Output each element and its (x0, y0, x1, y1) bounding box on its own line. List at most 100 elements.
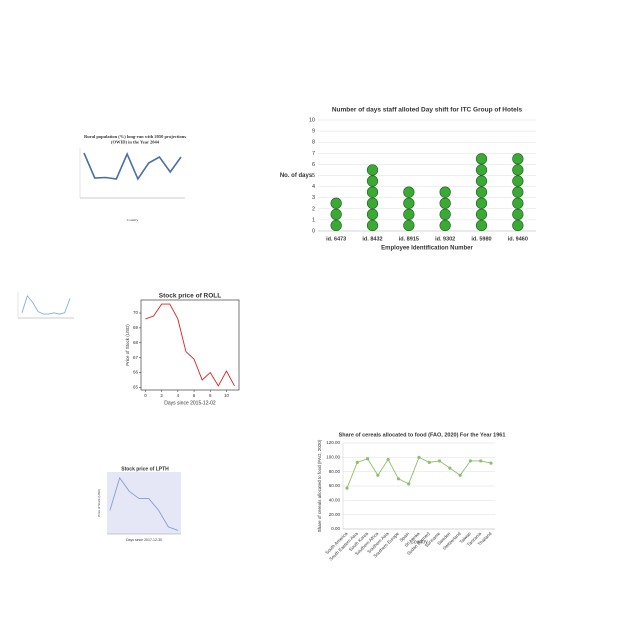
dot (330, 219, 342, 232)
dot (475, 164, 488, 176)
dot-stack (366, 164, 379, 232)
line (83, 151, 182, 181)
dot (475, 219, 488, 232)
dot-stack (512, 153, 524, 232)
chart-panel: Stock price of LPTH Days since 2017-12-30… (97, 466, 181, 542)
y-tick-label: 2 (312, 206, 315, 212)
marker (365, 457, 370, 461)
dot (366, 186, 379, 198)
dot (366, 197, 379, 209)
y-tick-label: 6 (312, 162, 315, 168)
x-tick-label: id. 5980 (471, 236, 491, 242)
dot-stack (403, 186, 415, 232)
y-axis-label: No. of days (280, 173, 313, 179)
x-axis-label: Country (410, 539, 428, 545)
y-tick-label: 40.00 (329, 498, 341, 503)
marker (396, 477, 401, 481)
dot (439, 208, 451, 220)
dot (512, 197, 524, 209)
marker (468, 459, 473, 463)
y-tick-label: 20.00 (329, 512, 341, 517)
y-tick-label: 66 (133, 370, 139, 375)
line (145, 303, 235, 387)
marker (355, 460, 359, 464)
x-tick-label: id. 8432 (362, 236, 382, 242)
x-axis-label: Days since 2015-12-02 (164, 400, 216, 406)
y-tick-label: 7 (312, 151, 315, 157)
marker (345, 486, 349, 490)
y-tick-label: 65 (133, 385, 139, 390)
chart-panel (17, 292, 74, 319)
dot (403, 219, 415, 232)
dot (330, 197, 342, 209)
y-axis-label: Price of Stock (USD) (97, 489, 101, 517)
plot-frame (140, 299, 240, 391)
dot (512, 186, 524, 198)
y-axis-label: Price of Stock (USD) (125, 324, 130, 366)
chart-title: Stock price of LPTH (121, 466, 169, 472)
dot (512, 153, 524, 165)
y-tick-label: 70 (133, 310, 139, 315)
y-tick-label: 10 (309, 117, 315, 123)
dot (475, 197, 488, 209)
y-tick-label: 68 (133, 340, 139, 345)
chart-title: Number of days staff alloted Day shift f… (332, 107, 523, 114)
x-axis-label: Days since 2017-12-30 (126, 538, 162, 542)
x-tick-label: 4 (177, 393, 180, 398)
line (21, 294, 71, 315)
dot (366, 219, 379, 232)
dot (512, 219, 524, 232)
y-tick-label: 69 (133, 325, 139, 330)
dot (366, 164, 379, 176)
x-tick-label: id. 9460 (508, 236, 528, 242)
marker (489, 461, 493, 465)
y-tick-label: 3 (312, 195, 315, 201)
x-tick-label: 0 (144, 393, 147, 398)
line (109, 476, 179, 531)
chart-panel: 0.0020.0040.0060.0080.00100.00120.00Sout… (317, 432, 505, 561)
dot-stack (475, 153, 488, 232)
x-tick-label: id. 8915 (399, 236, 419, 242)
dot (512, 175, 524, 187)
marker (448, 466, 452, 470)
dot (403, 197, 415, 209)
dot (475, 186, 488, 198)
marker (417, 455, 421, 459)
dot-stack (330, 197, 342, 232)
dot (512, 164, 524, 176)
y-axis-label: Share of cereals allocated to food (FAO,… (317, 439, 322, 532)
marker (376, 473, 380, 477)
marker (386, 457, 390, 462)
x-tick-label: id. 6473 (326, 236, 346, 242)
dot (439, 186, 451, 198)
marker (427, 460, 431, 464)
chart-title: Stock price of ROLL (159, 293, 222, 300)
dot (366, 175, 379, 187)
dot (475, 208, 488, 220)
x-tick-label: 8 (209, 393, 212, 398)
dot (439, 197, 451, 209)
marker (479, 459, 483, 463)
y-tick-label: 8 (312, 140, 315, 146)
y-tick-label: 4 (312, 184, 315, 190)
x-tick-label: 6 (193, 393, 196, 398)
dot (403, 186, 415, 198)
y-tick-label: 67 (133, 355, 139, 360)
y-tick-label: 100.00 (326, 455, 340, 460)
y-tick-label: 1 (312, 217, 315, 223)
x-tick-label: 10 (224, 393, 230, 398)
plot-background (107, 472, 181, 534)
dot (403, 208, 415, 220)
marker (458, 473, 462, 477)
y-tick-label: 0 (312, 228, 315, 234)
dot (512, 208, 524, 220)
chart-panel: 0 1 2 3 4 5 6 7 8 9 10 id. 6473 id. 8432 id. 8915 id. … (280, 107, 536, 252)
x-tick-label: id. 9302 (435, 236, 455, 242)
y-tick-label: 60.00 (329, 483, 341, 488)
chart-title: Rural population (%) long-run with 2050 … (84, 134, 186, 144)
y-tick-label: 9 (312, 129, 315, 135)
x-tick-label: 2 (160, 393, 163, 398)
dot (475, 175, 488, 187)
y-tick-label: 0.00 (331, 526, 340, 531)
